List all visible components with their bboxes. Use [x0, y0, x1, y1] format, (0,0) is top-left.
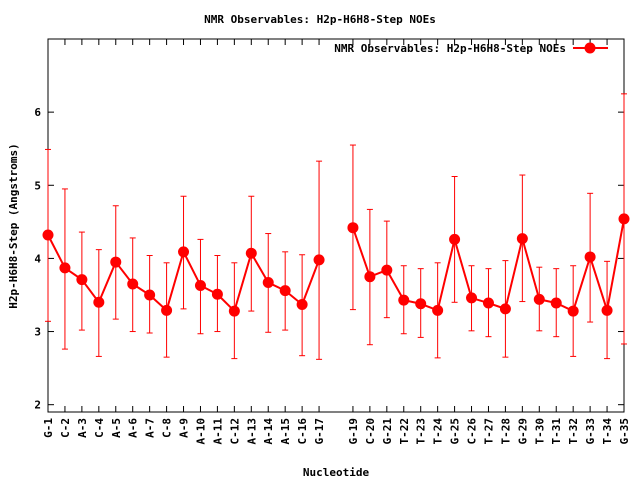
y-tick-label: 6	[34, 106, 41, 119]
data-point	[262, 277, 274, 289]
x-tick-label: T-27	[482, 418, 495, 445]
x-tick-label: A-3	[76, 418, 89, 438]
x-tick-label: A-10	[194, 418, 207, 445]
x-tick-label: A-9	[178, 418, 191, 438]
data-point	[533, 293, 545, 305]
data-point	[228, 305, 240, 317]
data-point	[194, 279, 206, 291]
data-point	[364, 271, 376, 283]
data-point	[584, 251, 596, 263]
data-point	[93, 296, 105, 308]
x-tick-label: C-20	[364, 418, 377, 445]
x-tick-label: C-8	[161, 418, 174, 438]
data-point	[161, 304, 173, 316]
data-point	[449, 233, 461, 245]
x-axis-label: Nucleotide	[303, 466, 370, 479]
data-point	[415, 298, 427, 310]
data-point	[245, 247, 257, 259]
x-tick-label: A-6	[127, 418, 140, 438]
y-tick-label: 5	[34, 179, 41, 192]
y-axis-label: H2p-H6H8-Step (Angstroms)	[7, 143, 20, 309]
data-point	[516, 233, 528, 245]
data-point	[398, 294, 410, 306]
data-point	[499, 303, 511, 315]
x-tick-label: G-17	[313, 418, 326, 445]
x-tick-label: G-1	[42, 418, 55, 438]
x-tick-label: G-35	[618, 418, 631, 445]
data-point	[347, 222, 359, 234]
data-point	[76, 274, 88, 286]
y-tick-label: 4	[34, 252, 41, 265]
x-tick-label: C-2	[59, 418, 72, 438]
y-tick-label: 3	[34, 326, 41, 339]
legend: NMR Observables: H2p-H6H8-Step NOEs	[334, 42, 608, 55]
x-tick-label: T-31	[550, 418, 563, 445]
x-tick-label: A-14	[262, 418, 275, 445]
data-point	[178, 246, 190, 258]
data-point	[313, 254, 325, 266]
data-point	[127, 278, 139, 290]
data-point	[618, 213, 630, 225]
data-point	[482, 297, 494, 309]
data-point	[110, 256, 122, 268]
x-tick-label: G-21	[381, 418, 394, 445]
x-tick-label: C-16	[296, 418, 309, 445]
data-point	[381, 264, 393, 276]
data-point	[42, 229, 54, 241]
chart-title: NMR Observables: H2p-H6H8-Step NOEs	[204, 13, 436, 26]
x-tick-label: G-19	[347, 418, 360, 445]
x-tick-label: C-12	[228, 418, 241, 445]
x-tick-label: A-15	[279, 418, 292, 445]
x-axis: G-1 C-2 A-3 C-4 A-5 A-6 A-7 C-8 A-9 A-10 A-11 C-12 A…	[42, 39, 631, 445]
data-point	[601, 304, 613, 316]
x-tick-label: T-30	[533, 418, 546, 445]
x-tick-label: G-33	[584, 418, 597, 445]
series-points	[42, 213, 630, 317]
x-tick-label: A-5	[110, 418, 123, 438]
data-point	[550, 297, 562, 309]
data-point	[279, 285, 291, 297]
legend-marker	[584, 42, 596, 54]
x-tick-label: A-7	[144, 418, 157, 438]
data-point	[296, 298, 308, 310]
y-axis: 2 3 4 5 6	[34, 106, 624, 412]
x-tick-label: T-34	[601, 418, 614, 445]
x-tick-label: C-26	[466, 418, 479, 445]
plot-frame	[47, 38, 625, 413]
x-tick-label: C-4	[93, 418, 106, 438]
x-tick-label: T-32	[567, 418, 580, 445]
error-bars	[45, 93, 627, 360]
data-point	[432, 304, 444, 316]
data-point	[466, 292, 478, 304]
data-point	[59, 262, 71, 274]
x-tick-label: G-29	[516, 418, 529, 445]
x-tick-label: T-23	[415, 418, 428, 445]
x-tick-label: T-28	[499, 418, 512, 445]
legend-label: NMR Observables: H2p-H6H8-Step NOEs	[334, 42, 566, 55]
data-point	[567, 305, 579, 317]
y-tick-label: 2	[34, 399, 41, 412]
data-point	[211, 288, 223, 300]
x-tick-label: A-11	[211, 418, 224, 445]
x-tick-label: T-22	[398, 418, 411, 445]
data-point	[144, 289, 156, 301]
x-tick-label: A-13	[245, 418, 258, 445]
x-tick-label: G-25	[449, 418, 462, 445]
x-tick-label: T-24	[432, 418, 445, 445]
